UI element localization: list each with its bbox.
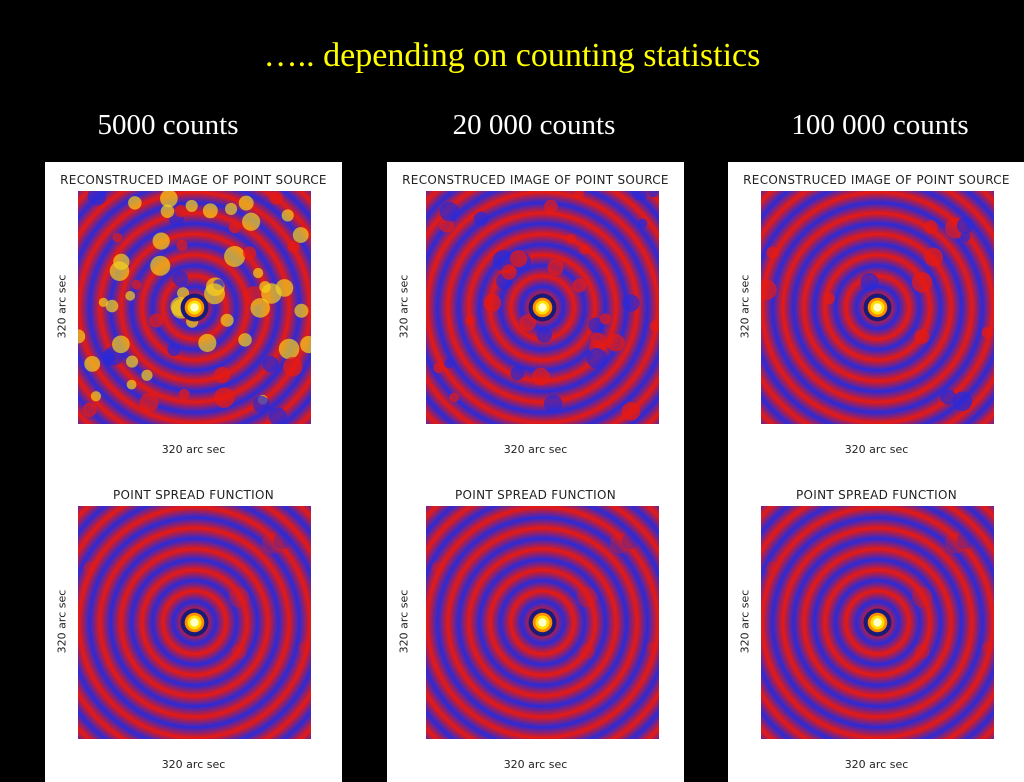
x-axis-label: 320 arc sec: [844, 758, 909, 771]
x-axis-label: 320 arc sec: [161, 758, 226, 771]
count-label-20000: 20 000 counts: [452, 109, 616, 141]
panel-20000-counts: RECONSTRUCED IMAGE OF POINT SOURCE 320 a…: [387, 162, 684, 782]
psf-title: POINT SPREAD FUNCTION: [112, 488, 274, 502]
point-spread-function-image: [78, 506, 311, 739]
point-spread-function-image: [761, 506, 994, 739]
reconstructed-image-title: RECONSTRUCED IMAGE OF POINT SOURCE: [743, 173, 1010, 187]
count-label-5000: 5000 counts: [97, 109, 239, 141]
reconstructed-image-title: RECONSTRUCED IMAGE OF POINT SOURCE: [402, 173, 669, 187]
y-axis-label: 320 arc sec: [55, 589, 69, 654]
x-axis-label: 320 arc sec: [161, 443, 226, 456]
psf-title: POINT SPREAD FUNCTION: [795, 488, 957, 502]
slide-title: ….. depending on counting statistics: [263, 37, 761, 74]
panel-5000-counts: RECONSTRUCED IMAGE OF POINT SOURCE 320 a…: [45, 162, 342, 782]
x-axis-label: 320 arc sec: [503, 443, 568, 456]
y-axis-label: 320 arc sec: [397, 274, 411, 339]
point-spread-function-image: [426, 506, 659, 739]
x-axis-label: 320 arc sec: [503, 758, 568, 771]
y-axis-label: 320 arc sec: [738, 589, 752, 654]
reconstructed-image: [426, 191, 659, 424]
reconstructed-image: [78, 191, 311, 424]
reconstructed-image-title: RECONSTRUCED IMAGE OF POINT SOURCE: [60, 173, 327, 187]
reconstructed-image: [761, 191, 994, 424]
x-axis-label: 320 arc sec: [844, 443, 909, 456]
panel-100000-counts: RECONSTRUCED IMAGE OF POINT SOURCE 320 a…: [728, 162, 1024, 782]
y-axis-label: 320 arc sec: [55, 274, 69, 339]
y-axis-label: 320 arc sec: [397, 589, 411, 654]
count-label-100000: 100 000 counts: [791, 109, 969, 141]
y-axis-label: 320 arc sec: [738, 274, 752, 339]
psf-title: POINT SPREAD FUNCTION: [454, 488, 616, 502]
